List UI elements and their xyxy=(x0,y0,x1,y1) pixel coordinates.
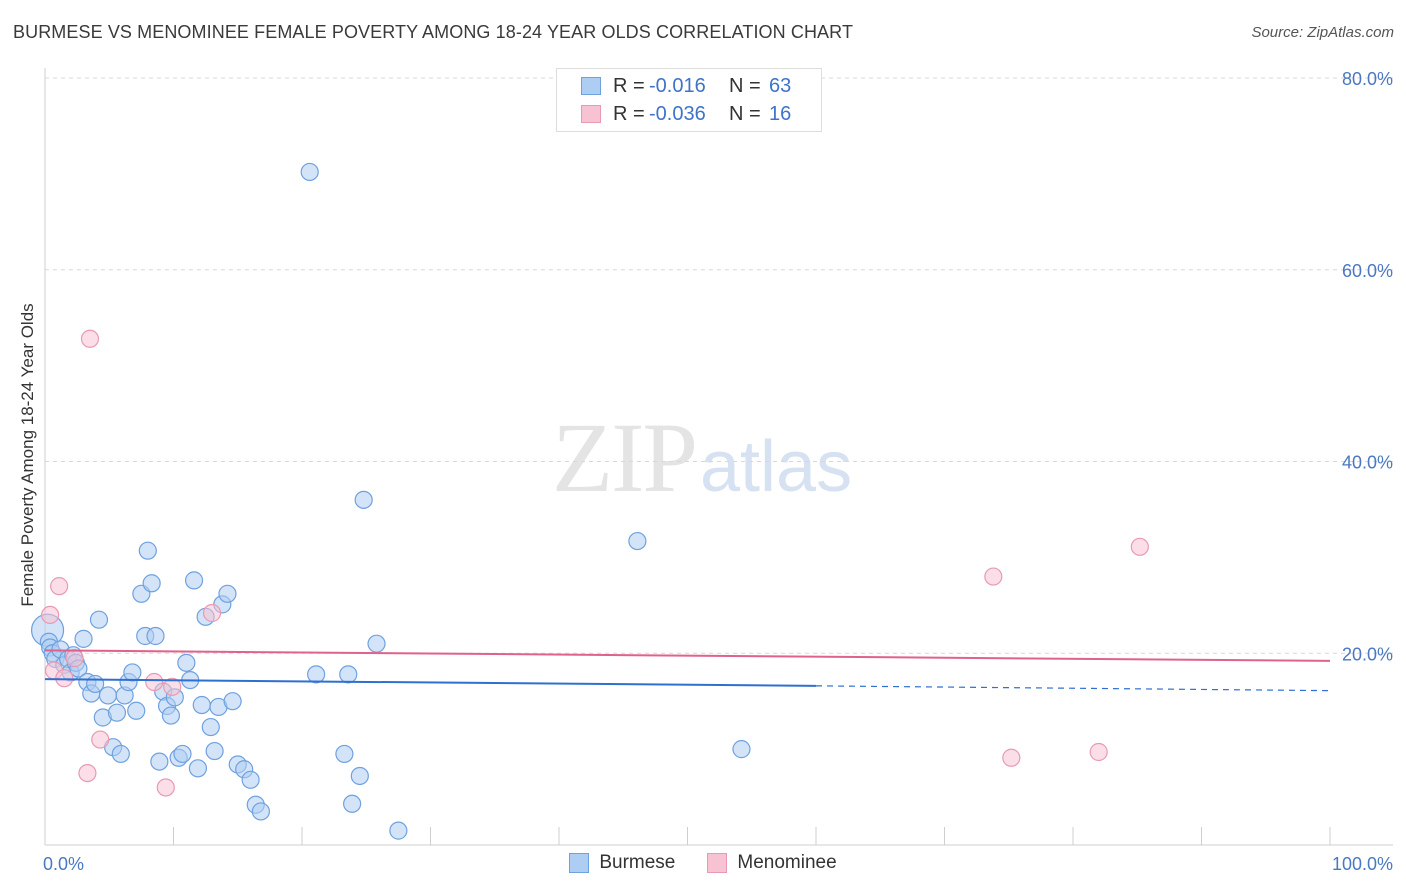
x-tick-label: 0.0% xyxy=(43,854,84,874)
burmese-point xyxy=(732,740,751,759)
burmese-point xyxy=(205,741,224,761)
menominee-point xyxy=(1002,748,1021,767)
watermark: ZIPatlas xyxy=(552,400,852,515)
burmese-point xyxy=(138,541,157,560)
menominee-point xyxy=(41,605,60,625)
stats-legend: R = -0.016 N = 63 R = -0.036 N = 16 xyxy=(556,68,822,132)
burmese-point xyxy=(192,695,211,715)
legend-row-menominee: R = -0.036 N = 16 xyxy=(581,101,791,127)
watermark-zip: ZIP xyxy=(552,402,698,513)
legend-menominee-label: Menominee xyxy=(737,852,837,873)
burmese-point xyxy=(89,610,109,629)
y-tick-label: 80.0% xyxy=(1342,69,1393,89)
burmese-trend-extension xyxy=(815,685,1331,692)
burmese-point xyxy=(628,531,647,551)
legend-item-menominee: Menominee xyxy=(707,852,837,874)
burmese-point xyxy=(367,634,386,653)
burmese-point xyxy=(74,629,93,648)
menominee-point xyxy=(80,329,100,348)
burmese-point xyxy=(241,770,260,789)
menominee-point xyxy=(78,763,97,783)
menominee-point xyxy=(984,567,1003,586)
menominee-point xyxy=(50,577,69,596)
menominee-legend-icon xyxy=(707,853,728,873)
burmese-swatch-icon xyxy=(581,77,601,95)
burmese-n-value: 63 xyxy=(769,74,792,97)
menominee-r-value: -0.036 xyxy=(649,102,706,125)
burmese-point xyxy=(223,692,242,711)
burmese-point xyxy=(177,653,196,672)
burmese-point xyxy=(307,665,326,684)
burmese-r-label: R = xyxy=(613,74,645,97)
burmese-point xyxy=(123,663,142,682)
burmese-r-value: -0.016 xyxy=(649,74,706,97)
source-credit: Source: ZipAtlas.com xyxy=(1251,24,1394,41)
burmese-point xyxy=(127,701,146,720)
x-tick-label: 100.0% xyxy=(1332,854,1393,874)
burmese-point xyxy=(300,162,319,182)
menominee-point xyxy=(202,603,222,623)
burmese-legend-icon xyxy=(569,853,590,873)
burmese-point xyxy=(350,766,369,786)
burmese-point xyxy=(98,686,118,705)
burmese-trend-line xyxy=(44,678,817,687)
burmese-point xyxy=(150,752,169,771)
menominee-point xyxy=(163,677,182,696)
series-legend: Burmese Menominee xyxy=(0,852,1406,874)
legend-item-burmese: Burmese xyxy=(569,852,675,874)
menominee-swatch-icon xyxy=(581,105,601,123)
burmese-point xyxy=(335,744,354,764)
menominee-point xyxy=(1089,742,1108,762)
legend-row-burmese: R = -0.016 N = 63 xyxy=(581,73,791,99)
burmese-point xyxy=(146,626,165,646)
menominee-point xyxy=(1130,537,1149,556)
y-tick-label: 40.0% xyxy=(1342,453,1393,473)
watermark-atlas: atlas xyxy=(700,427,853,507)
burmese-point xyxy=(201,717,220,737)
burmese-point xyxy=(111,744,130,764)
menominee-n-label: N = xyxy=(729,102,761,125)
y-tick-label: 20.0% xyxy=(1342,644,1393,664)
burmese-point xyxy=(354,490,373,509)
menominee-point xyxy=(156,778,175,797)
chart-title: BURMESE VS MENOMINEE FEMALE POVERTY AMON… xyxy=(13,22,854,42)
burmese-point xyxy=(389,821,408,840)
burmese-point xyxy=(343,794,362,813)
menominee-point xyxy=(145,672,164,692)
burmese-n-label: N = xyxy=(729,74,761,97)
burmese-point xyxy=(107,703,127,722)
burmese-point xyxy=(184,571,204,590)
menominee-n-value: 16 xyxy=(769,102,792,125)
menominee-point xyxy=(55,669,74,688)
burmese-point xyxy=(161,706,181,725)
y-tick-label: 60.0% xyxy=(1342,261,1393,281)
burmese-point xyxy=(142,574,161,593)
burmese-point xyxy=(218,584,237,603)
menominee-trend-line xyxy=(44,649,1331,662)
menominee-r-label: R = xyxy=(613,102,645,125)
burmese-point xyxy=(251,802,270,821)
menominee-point xyxy=(65,648,84,668)
burmese-point xyxy=(188,759,208,778)
burmese-point xyxy=(173,744,192,764)
legend-burmese-label: Burmese xyxy=(599,852,676,873)
menominee-point xyxy=(91,730,110,749)
burmese-point xyxy=(339,665,358,684)
